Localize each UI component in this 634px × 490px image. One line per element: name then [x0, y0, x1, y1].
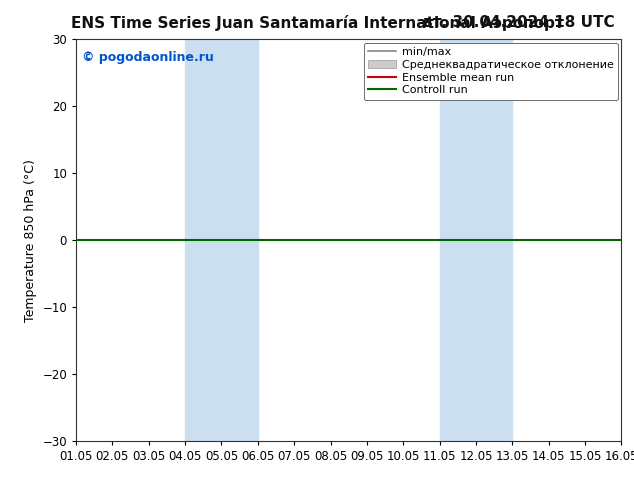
Y-axis label: Temperature 850 hPa (°C): Temperature 850 hPa (°C)	[23, 159, 37, 321]
Bar	[185, 39, 258, 441]
Text: ENS Time Series Juan Santamaría International Аэропорт: ENS Time Series Juan Santamaría Internat…	[70, 15, 564, 31]
Legend: min/max, Среднеквадратическое отклонение, Ensemble mean run, Controll run: min/max, Среднеквадратическое отклонение…	[364, 43, 618, 100]
Text: вт. 30.04.2024 18 UTC: вт. 30.04.2024 18 UTC	[424, 15, 615, 30]
Text: © pogodaonline.ru: © pogodaonline.ru	[82, 51, 213, 64]
Bar	[439, 39, 512, 441]
